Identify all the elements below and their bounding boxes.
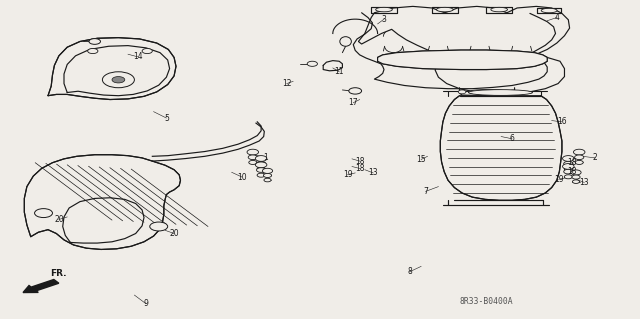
Circle shape	[563, 164, 574, 169]
Circle shape	[89, 39, 100, 44]
Circle shape	[102, 72, 134, 88]
Circle shape	[564, 167, 572, 171]
Circle shape	[575, 160, 583, 165]
Circle shape	[35, 209, 52, 218]
Text: 7: 7	[423, 187, 428, 196]
Circle shape	[249, 160, 257, 165]
Circle shape	[257, 173, 265, 177]
Circle shape	[264, 178, 271, 182]
Circle shape	[88, 48, 98, 54]
Circle shape	[458, 90, 466, 94]
Ellipse shape	[376, 7, 392, 12]
Circle shape	[564, 175, 572, 179]
Text: 8R33-B0400A: 8R33-B0400A	[460, 297, 513, 306]
Polygon shape	[24, 155, 180, 249]
Text: 17: 17	[348, 98, 358, 107]
Text: FR.: FR.	[50, 269, 67, 278]
Text: 13: 13	[368, 168, 378, 177]
Circle shape	[247, 149, 259, 155]
Circle shape	[262, 168, 273, 174]
Circle shape	[509, 90, 517, 94]
Text: 3: 3	[381, 15, 387, 24]
Circle shape	[349, 88, 362, 94]
Circle shape	[572, 180, 580, 183]
Circle shape	[564, 161, 573, 166]
Circle shape	[573, 149, 585, 155]
Circle shape	[142, 48, 152, 54]
Ellipse shape	[468, 90, 507, 94]
Text: 19: 19	[342, 170, 353, 179]
Circle shape	[264, 174, 271, 177]
Text: 20: 20	[54, 215, 64, 224]
Ellipse shape	[468, 90, 532, 95]
FancyArrow shape	[23, 279, 59, 293]
Circle shape	[257, 161, 266, 166]
Circle shape	[563, 156, 574, 161]
Text: 6: 6	[509, 134, 515, 143]
Text: 2: 2	[593, 153, 598, 162]
Text: 14: 14	[132, 52, 143, 61]
Polygon shape	[378, 50, 547, 70]
Ellipse shape	[436, 7, 453, 12]
Text: 18: 18	[567, 167, 576, 176]
Text: 10: 10	[237, 173, 247, 182]
Circle shape	[150, 222, 168, 231]
Text: 8: 8	[407, 267, 412, 276]
Text: 12: 12	[282, 79, 291, 88]
Circle shape	[564, 169, 573, 174]
Text: 9: 9	[143, 299, 148, 308]
Text: 1: 1	[263, 153, 268, 162]
Text: 11: 11	[335, 67, 344, 76]
Ellipse shape	[340, 37, 351, 46]
Circle shape	[575, 155, 584, 160]
Text: 20: 20	[169, 229, 179, 238]
Circle shape	[571, 170, 581, 175]
Circle shape	[257, 168, 266, 172]
Polygon shape	[48, 38, 176, 100]
Circle shape	[307, 61, 317, 66]
Text: 4: 4	[554, 13, 559, 22]
Circle shape	[572, 175, 580, 179]
Text: 5: 5	[164, 114, 169, 122]
Ellipse shape	[491, 7, 508, 12]
Circle shape	[248, 155, 257, 160]
Text: 18: 18	[355, 157, 364, 166]
Polygon shape	[358, 6, 570, 93]
Text: 15: 15	[416, 155, 426, 164]
Text: 16: 16	[557, 117, 567, 126]
Text: 18: 18	[355, 164, 364, 173]
Text: 18: 18	[567, 158, 576, 167]
Text: 13: 13	[579, 178, 589, 187]
Text: 19: 19	[554, 175, 564, 184]
Circle shape	[112, 77, 125, 83]
Circle shape	[255, 162, 267, 168]
Polygon shape	[440, 96, 562, 200]
Ellipse shape	[541, 8, 557, 13]
Circle shape	[257, 167, 265, 171]
Circle shape	[255, 156, 267, 161]
